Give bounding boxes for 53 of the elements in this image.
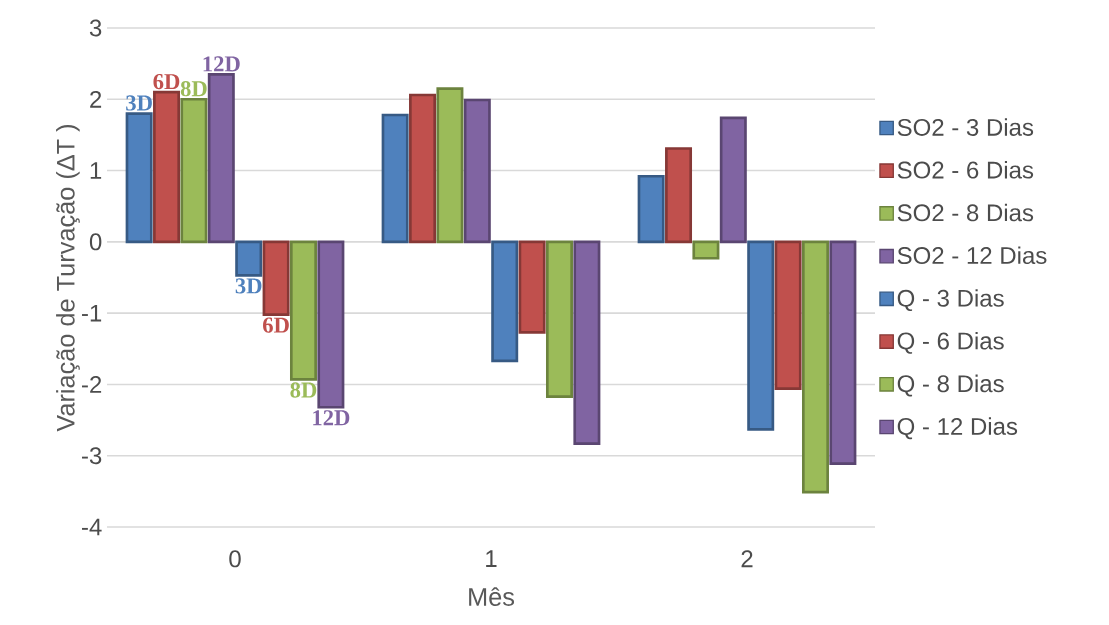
x-tick-label: 0 bbox=[229, 550, 241, 568]
legend-label: SO2 - 6 Dias bbox=[897, 160, 1034, 179]
legend-label: SO2 - 3 Dias bbox=[897, 118, 1034, 136]
bar bbox=[381, 113, 409, 244]
legend-label: SO2 - 12 Dias bbox=[897, 246, 1047, 265]
annotation: 6D bbox=[153, 73, 180, 90]
y-tick-label: -2 bbox=[82, 376, 102, 393]
y-tick-label: 3 bbox=[89, 19, 102, 37]
bar bbox=[774, 240, 802, 391]
annotation: 12D bbox=[203, 56, 240, 72]
y-tick-label: 2 bbox=[90, 90, 102, 108]
y-tick-label: -1 bbox=[82, 304, 102, 322]
bar bbox=[491, 240, 519, 363]
bar bbox=[747, 240, 775, 431]
bar bbox=[719, 116, 747, 244]
y-tick-label: 0 bbox=[89, 233, 102, 251]
bar bbox=[665, 147, 693, 244]
bar bbox=[180, 97, 208, 244]
bar bbox=[692, 240, 720, 260]
bar bbox=[125, 112, 153, 244]
annotation: 12D bbox=[313, 410, 350, 426]
annotation: 8D bbox=[290, 382, 317, 398]
bar bbox=[801, 240, 829, 494]
bar bbox=[409, 93, 437, 244]
y-axis-title: Variação de Turvação (ΔT ) bbox=[56, 124, 80, 432]
bar bbox=[637, 174, 665, 244]
y-tick-label: -4 bbox=[82, 518, 102, 536]
x-tick-label: 2 bbox=[741, 550, 753, 568]
bar bbox=[153, 90, 181, 244]
legend-label: Q - 8 Dias bbox=[897, 374, 1004, 397]
bar bbox=[262, 240, 290, 316]
legend-label: Q - 3 Dias bbox=[897, 289, 1004, 312]
bar bbox=[436, 87, 464, 244]
bar bbox=[545, 240, 573, 398]
bar bbox=[573, 240, 601, 445]
bar bbox=[289, 240, 317, 381]
bar bbox=[235, 240, 263, 277]
x-axis-title: Mês bbox=[469, 587, 515, 606]
legend-label: Q - 12 Dias bbox=[897, 417, 1018, 440]
legend-label: Q - 6 Dias bbox=[897, 331, 1004, 354]
bar bbox=[317, 240, 345, 409]
legend-label: SO2 - 8 Dias bbox=[897, 203, 1034, 222]
y-tick-label: 1 bbox=[90, 162, 102, 179]
annotation: 8D bbox=[180, 81, 207, 97]
bar bbox=[207, 72, 235, 244]
annotation: 3D bbox=[126, 95, 152, 111]
y-tick-label: -3 bbox=[82, 447, 102, 465]
annotation: 3D bbox=[235, 278, 262, 294]
bar bbox=[829, 240, 857, 465]
annotation: 6D bbox=[263, 317, 289, 333]
bar bbox=[463, 98, 491, 244]
x-tick-label: 1 bbox=[486, 550, 497, 567]
bar bbox=[518, 240, 546, 334]
